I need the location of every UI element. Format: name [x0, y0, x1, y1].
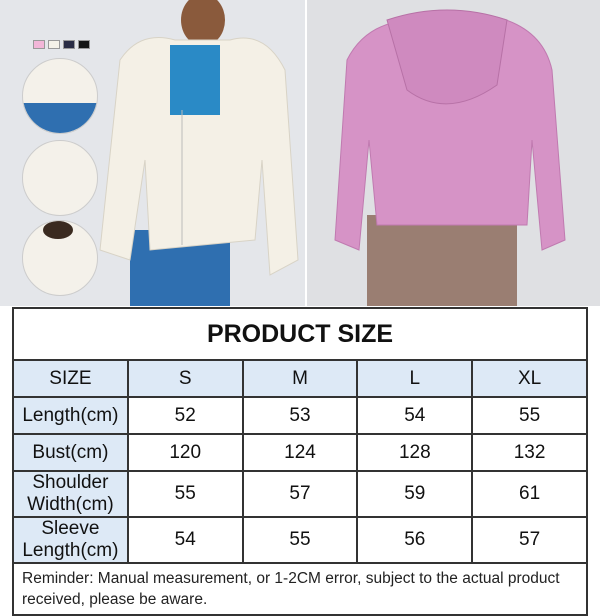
detail-thumbnail-cuff: [22, 58, 98, 134]
table-cell: 61: [471, 470, 588, 518]
table-cell: 54: [126, 516, 244, 564]
row-label: Shoulder Width(cm): [12, 470, 129, 518]
table-title: PRODUCT SIZE: [12, 307, 588, 361]
header-cell: L: [356, 359, 474, 398]
row-label: Bust(cm): [12, 433, 129, 472]
row-label: Sleeve Length(cm): [12, 516, 129, 564]
color-swatches: [33, 40, 90, 49]
detail-thumbnail-drawstring: [22, 140, 98, 216]
table-cell: 55: [241, 516, 359, 564]
product-photos: [0, 0, 600, 306]
table-cell: 54: [356, 396, 474, 435]
table-header-row: SIZE S M L XL: [12, 359, 588, 398]
size-chart-table: PRODUCT SIZE SIZE S M L XL Length(cm) 52…: [12, 307, 588, 616]
table-row: Bust(cm) 120 124 128 132: [12, 433, 588, 472]
header-cell: SIZE: [12, 359, 129, 398]
cream-hoodie-illustration: [99, 0, 299, 306]
reminder-note: Reminder: Manual measurement, or 1-2CM e…: [12, 562, 588, 616]
color-swatch[interactable]: [48, 40, 60, 49]
detail-thumbnail-hood: [22, 220, 98, 296]
table-row: Shoulder Width(cm) 55 57 59 61: [12, 470, 588, 518]
table-row: Length(cm) 52 53 54 55: [12, 396, 588, 435]
table-cell: 59: [356, 470, 474, 518]
table-cell: 120: [126, 433, 244, 472]
table-row: Sleeve Length(cm) 54 55 56 57: [12, 516, 588, 564]
table-cell: 55: [126, 470, 244, 518]
table-cell: 124: [241, 433, 359, 472]
table-cell: 53: [241, 396, 359, 435]
front-view-photo: [0, 0, 305, 306]
header-cell: XL: [471, 359, 588, 398]
color-swatch[interactable]: [33, 40, 45, 49]
table-cell: 52: [126, 396, 244, 435]
table-cell: 128: [356, 433, 474, 472]
table-cell: 56: [356, 516, 474, 564]
header-cell: S: [126, 359, 244, 398]
back-view-photo: [307, 0, 600, 306]
color-swatch[interactable]: [78, 40, 90, 49]
table-cell: 55: [471, 396, 588, 435]
color-swatch[interactable]: [63, 40, 75, 49]
table-cell: 57: [471, 516, 588, 564]
table-cell: 57: [241, 470, 359, 518]
header-cell: M: [241, 359, 359, 398]
row-label: Length(cm): [12, 396, 129, 435]
table-cell: 132: [471, 433, 588, 472]
pink-hoodie-illustration: [334, 9, 566, 306]
